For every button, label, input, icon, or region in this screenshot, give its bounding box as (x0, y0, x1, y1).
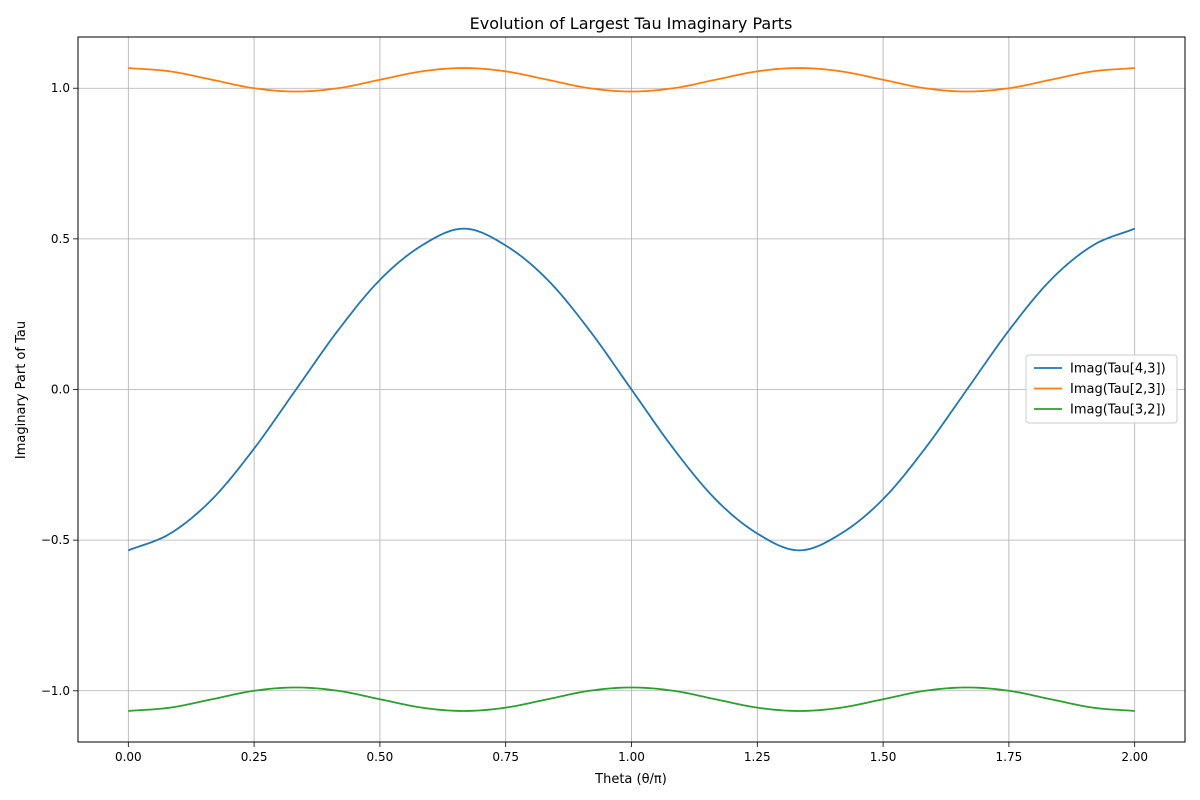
legend-box (1025, 354, 1178, 424)
x-tick-label: 0.00 (115, 750, 142, 764)
legend: Imag(Tau[4,3]) Imag(Tau[2,3]) Imag(Tau[3,2… (1025, 354, 1178, 424)
x-tick-label: 1.25 (744, 750, 771, 764)
x-tick-label: 1.50 (870, 750, 897, 764)
y-tick-label: −0.5 (41, 533, 70, 547)
series-line-1 (127, 227, 1136, 552)
y-tick-label: −1.0 (41, 684, 70, 698)
x-tick-label: 1.75 (996, 750, 1023, 764)
legend-label: Imag(Tau[3,2]) (1070, 403, 1166, 418)
y-tick-label: 0.0 (51, 383, 70, 397)
y-tick-label: 0.5 (51, 232, 70, 246)
series-layer (127, 67, 1136, 712)
chart-title: Evolution of Largest Tau Imaginary Parts (470, 14, 793, 33)
x-tick-label: 0.50 (367, 750, 394, 764)
series-line-2 (128, 67, 1135, 93)
y-tick-label: 1.0 (51, 81, 70, 95)
y-axis-label: Imaginary Part of Tau (14, 321, 29, 459)
y-axis-ticks: −1.0 −0.5 0.0 0.5 1.0 (41, 81, 78, 698)
x-tick-label: 2.00 (1121, 750, 1148, 764)
x-tick-label: 1.00 (618, 750, 645, 764)
x-axis-label: Theta (θ/π) (594, 772, 667, 787)
legend-label: Imag(Tau[4,3]) (1070, 362, 1166, 377)
series-line-3 (128, 686, 1135, 712)
x-tick-label: 0.25 (241, 750, 268, 764)
x-axis-ticks: 0.00 0.25 0.50 0.75 1.00 1.25 1.50 1.75 2.00 (115, 742, 1148, 764)
legend-label: Imag(Tau[2,3]) (1070, 382, 1166, 397)
x-tick-label: 0.75 (492, 750, 519, 764)
